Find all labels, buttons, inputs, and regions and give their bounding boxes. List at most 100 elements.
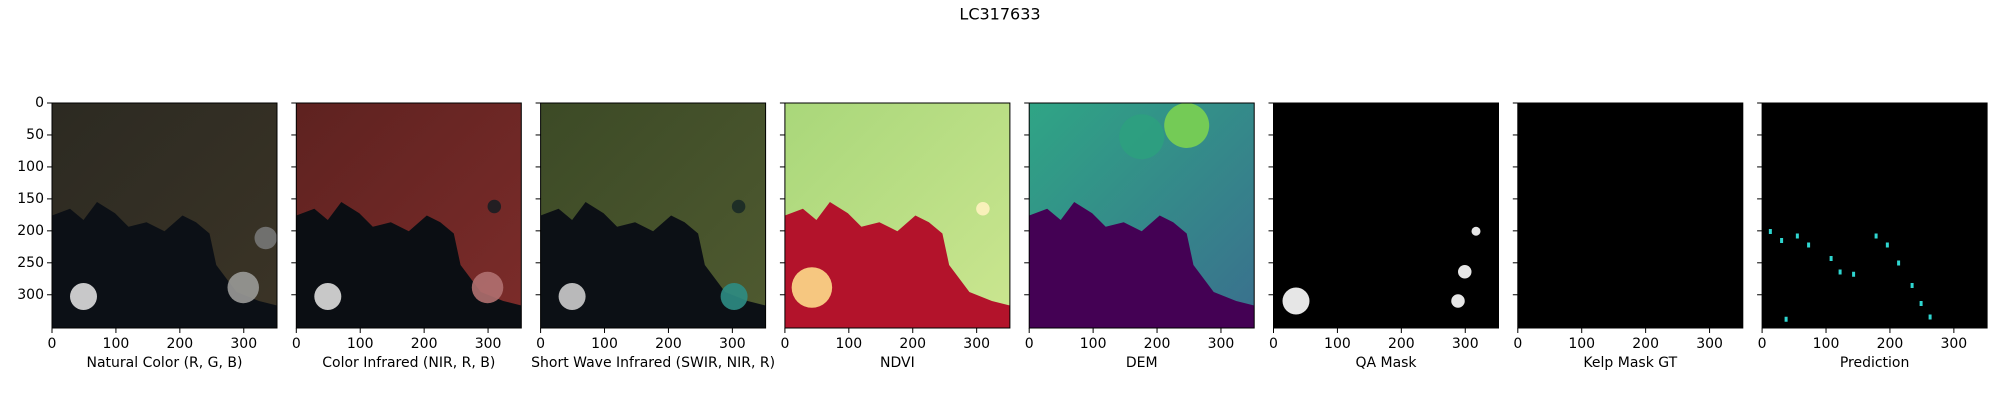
water [1273,202,1499,328]
x-tick-label: 300 [475,336,502,352]
x-tick-label: 100 [347,336,374,352]
x-tick-label: 100 [103,336,130,352]
x-tick-label: 200 [1388,336,1415,352]
prediction-pixel [1897,260,1901,266]
x-tick-label: 200 [1877,336,1904,352]
x-tick-label: 100 [1813,336,1840,352]
x-tick-label: 200 [899,336,926,352]
image [1517,103,1743,328]
image [540,103,766,328]
panel: 0 100 200 300 Prediction [1757,102,1988,371]
axes-frame [51,102,278,329]
blob [791,267,833,308]
water [784,202,1010,328]
image [1029,103,1255,328]
x-tick-label: 300 [230,336,257,352]
water [296,202,522,328]
panel: 0 100 200 300 QA Mask [1268,102,1499,371]
blob [1164,103,1210,148]
blob [487,199,502,214]
x-tick-label: 200 [655,336,682,352]
x-tick-label: 0 [1269,336,1278,352]
panel: 0 100 200 300 Kelp Mask GT [1512,102,1744,371]
panel: 0 100 200 300 Short Wave Infrared (SWIR, NIR… [531,102,775,371]
prediction-pixel [1919,301,1923,306]
prediction-pixel [1780,238,1784,243]
blob [471,271,504,304]
prediction-pixel [1874,233,1878,239]
blob [1282,287,1310,315]
x-axis-label: Kelp Mask GT [1583,355,1677,371]
prediction-pixel [1829,256,1833,261]
x-tick-label: 300 [1696,336,1723,352]
water [1762,202,1988,328]
x-tick-label: 200 [1632,336,1659,352]
x-tick-label: 100 [591,336,618,352]
blob [1458,265,1472,279]
image [1273,103,1499,328]
x-tick-label: 300 [963,336,990,352]
prediction-pixel [1807,242,1811,248]
y-tick-label: 250 [17,255,44,271]
prediction-pixel [1885,242,1889,248]
x-tick-label: 300 [1208,336,1235,352]
prediction-pixel [1768,229,1772,234]
y-tick-label: 100 [17,159,44,175]
blob [314,283,342,310]
panel: 0 100 200 300 0 50 100 150 200 250 300 Natural Colo… [17,95,278,371]
prediction-pixel [1928,314,1932,320]
y-tick-label: 50 [26,127,44,143]
prediction-pixel [1910,283,1914,288]
blob [227,271,259,304]
water [1029,202,1255,328]
axes-frame [1273,102,1499,329]
blob [558,283,586,310]
blob [1471,226,1481,236]
x-tick-label: 0 [536,336,545,352]
axes-frame [540,102,767,329]
y-tick-label: 150 [17,191,44,207]
x-tick-label: 0 [1513,336,1522,352]
prediction-pixel [1838,269,1842,275]
blob [731,199,746,214]
x-tick-label: 0 [780,336,789,352]
x-axis-label: QA Mask [1355,355,1417,371]
x-tick-label: 300 [1452,336,1479,352]
prediction-pixel [1852,271,1856,277]
water [52,202,277,328]
blob [254,226,277,250]
water [540,202,766,328]
x-tick-label: 200 [411,336,438,352]
figure-title: LC317633 [959,5,1040,24]
prediction-pixel [1795,233,1799,239]
y-tick-label: 200 [17,223,44,239]
prediction-pixel [1784,316,1788,322]
image [784,103,1010,328]
axes-frame [1761,102,1988,329]
panel: 0 100 200 300 DEM [1024,102,1255,371]
panel: 0 100 200 300 NDVI [779,102,1011,371]
x-axis-label: Natural Color (R, G, B) [87,355,243,371]
y-tick-label: 300 [17,287,44,303]
x-tick-label: 100 [1568,336,1595,352]
x-tick-label: 300 [719,336,746,352]
blob [1119,114,1165,160]
axes-frame [1517,102,1744,329]
x-axis-label: DEM [1126,355,1158,371]
x-axis-label: Prediction [1840,355,1910,371]
x-tick-label: 0 [292,336,301,352]
x-tick-label: 100 [835,336,862,352]
image [52,103,277,328]
x-axis-label: Short Wave Infrared (SWIR, NIR, R) [531,355,775,371]
x-tick-label: 200 [166,336,193,352]
image [1762,103,1988,328]
water [1517,202,1743,328]
axes-frame [295,102,522,329]
blob [720,283,748,310]
x-axis-label: Color Infrared (NIR, R, B) [322,355,495,371]
x-tick-label: 0 [48,336,57,352]
panel: 0 100 200 300 Color Infrared (NIR, R, B) [291,102,522,371]
axes-frame [784,102,1011,329]
x-tick-label: 100 [1324,336,1351,352]
